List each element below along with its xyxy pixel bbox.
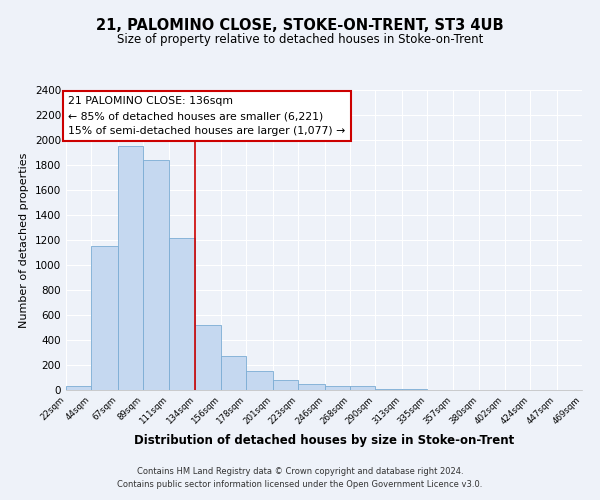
Text: 21, PALOMINO CLOSE, STOKE-ON-TRENT, ST3 4UB: 21, PALOMINO CLOSE, STOKE-ON-TRENT, ST3 … xyxy=(96,18,504,32)
Bar xyxy=(350,386,376,390)
Text: Contains HM Land Registry data © Crown copyright and database right 2024.: Contains HM Land Registry data © Crown c… xyxy=(137,467,463,476)
Bar xyxy=(298,384,325,390)
Bar xyxy=(91,246,118,390)
Y-axis label: Number of detached properties: Number of detached properties xyxy=(19,152,29,328)
Bar xyxy=(66,386,91,390)
Bar xyxy=(246,371,272,390)
Bar xyxy=(376,389,402,390)
Bar xyxy=(143,160,169,390)
Bar xyxy=(169,238,195,390)
Text: 21 PALOMINO CLOSE: 136sqm
← 85% of detached houses are smaller (6,221)
15% of se: 21 PALOMINO CLOSE: 136sqm ← 85% of detac… xyxy=(68,96,346,136)
Bar xyxy=(221,356,246,390)
X-axis label: Distribution of detached houses by size in Stoke-on-Trent: Distribution of detached houses by size … xyxy=(134,434,514,447)
Bar xyxy=(325,386,350,390)
Bar xyxy=(272,380,298,390)
Text: Size of property relative to detached houses in Stoke-on-Trent: Size of property relative to detached ho… xyxy=(117,32,483,46)
Text: Contains public sector information licensed under the Open Government Licence v3: Contains public sector information licen… xyxy=(118,480,482,489)
Bar xyxy=(195,325,221,390)
Bar xyxy=(118,146,143,390)
